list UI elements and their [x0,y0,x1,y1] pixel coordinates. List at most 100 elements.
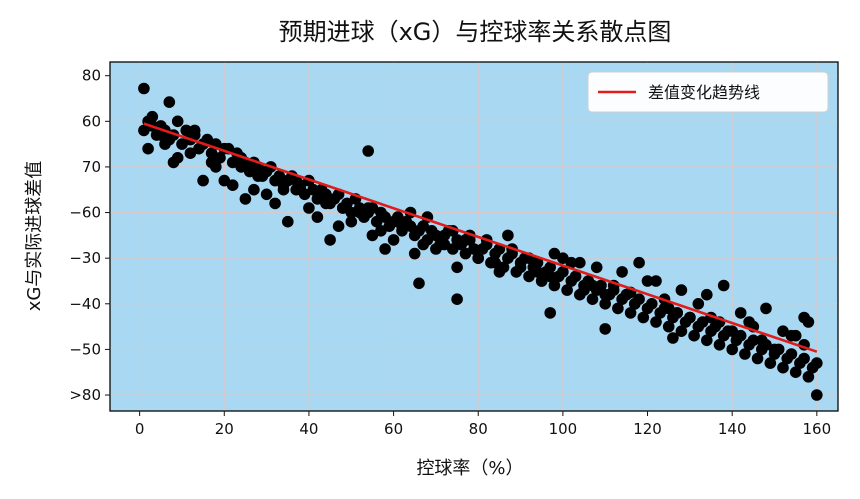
data-point [713,339,726,351]
x-tick-label: 0 [135,420,145,438]
data-point [163,96,176,108]
data-point [438,238,451,251]
data-point [362,202,375,214]
data-point [303,202,315,214]
y-tick-label: >80 [69,386,101,404]
data-point [362,145,375,157]
legend-box [587,71,829,113]
data-point [789,366,802,379]
x-tick-label: 40 [299,420,318,438]
data-point [629,298,641,310]
y-tick-label: −60 [69,204,101,222]
data-point [138,82,150,95]
data-point [785,329,798,342]
x-tick-label: 140 [718,420,747,438]
y-tick-label: 80 [82,67,101,85]
data-point [590,261,603,274]
x-axis-label: 控球率（%） [416,458,523,479]
data-point [502,229,514,242]
data-point [379,243,391,255]
data-point [535,275,548,287]
x-tick-label: 120 [633,420,662,438]
data-point [171,152,184,164]
data-point [764,357,777,369]
data-point [785,348,798,360]
chart-title: 预期进球（xG）与控球率关系散点图 [279,18,672,46]
data-point [345,215,358,228]
y-axis-label: xG与实际进球差值 [24,161,45,312]
data-point [417,220,430,232]
data-point [239,193,252,205]
data-point [197,174,209,187]
data-point [366,229,379,242]
data-point [531,256,544,269]
data-point [146,110,159,123]
data-point [142,142,154,155]
data-point [413,277,425,290]
x-tick-label: 80 [469,420,488,438]
y-tick-label: 60 [82,112,101,130]
data-point [408,247,421,260]
x-tick-label: 100 [549,420,578,438]
data-point [459,247,472,260]
data-point [273,170,286,182]
data-point [612,302,624,315]
data-point [578,284,590,296]
data-point [667,332,679,344]
trend-line [143,122,818,353]
data-point [252,170,264,182]
data-point [201,133,214,146]
data-point [641,275,654,287]
data-point [324,234,336,246]
data-point [451,261,463,274]
data-point [320,197,332,210]
data-point [734,329,747,342]
data-point [751,352,764,365]
data-point [171,115,184,128]
data-point [811,357,823,369]
data-point [269,197,281,210]
data-point [624,307,637,319]
data-point [311,211,324,223]
data-point [472,252,485,264]
data-point [726,325,738,338]
data-point [459,234,472,246]
data-point [747,334,760,347]
y-tick-label: −40 [69,295,101,313]
data-point [290,174,303,187]
y-axis: 80 60 70 −60 −30 −40 −50 >80 [69,67,110,404]
data-point [574,256,586,269]
data-point [569,270,582,283]
data-points [138,82,823,401]
data-point [493,266,506,278]
y-tick-label: 70 [82,158,101,176]
data-point [595,279,607,292]
data-point [734,307,747,319]
legend-label: 差值变化趋势线 [648,83,760,102]
data-point [523,270,535,283]
data-point [396,220,408,232]
data-point [662,320,675,333]
data-point [756,334,768,347]
data-point [650,316,662,328]
data-point [375,225,387,237]
data-point [599,323,611,335]
x-tick-label: 60 [384,420,403,438]
data-point [188,124,201,137]
data-point [379,211,391,223]
data-point [544,261,556,274]
data-point [599,288,611,301]
data-point [811,389,823,401]
x-tick-label: 20 [215,420,234,438]
data-point [235,161,247,173]
data-point [392,211,404,223]
data-point [226,156,239,169]
data-point [777,361,789,374]
data-point [768,343,781,356]
x-axis: 0 20 40 60 80 100 120 140 160 [135,411,831,438]
data-point [387,234,400,246]
data-point [726,343,738,356]
data-point [743,316,755,328]
data-point [701,334,713,347]
